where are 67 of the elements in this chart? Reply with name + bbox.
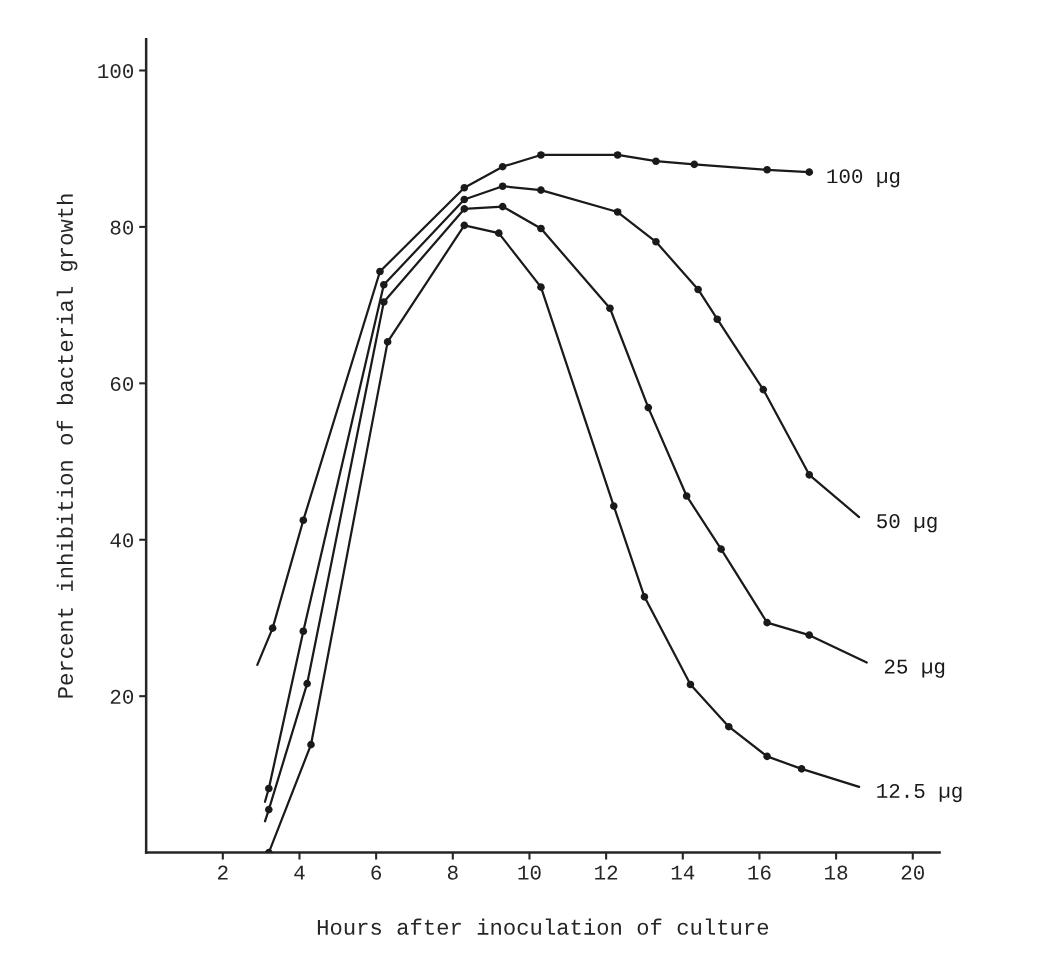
point [460,195,469,204]
point [759,385,768,394]
x-tick-label: 10 [518,865,541,880]
point [805,631,814,639]
point [694,285,702,294]
point [609,502,618,510]
point [380,280,388,289]
series-label: 50 µg [877,514,937,533]
x-tick-label: 14 [671,865,695,880]
point [644,403,653,412]
point [498,162,507,171]
y-tick-label: 60 [110,376,134,392]
point [763,166,771,174]
point [498,202,507,211]
point [265,784,273,793]
point [303,679,311,688]
point [613,151,622,159]
point [613,208,622,216]
y-tick-label: 80 [110,220,134,235]
point [265,805,273,814]
series-label: 12.5 µg [877,783,962,803]
point [307,740,315,749]
point [763,752,771,761]
series-label: 25 µg [884,659,945,678]
point [495,229,503,237]
point [682,492,691,500]
point [652,237,660,246]
point [713,315,722,323]
series-label: 100 µg [827,169,900,188]
x-tick-label: 4 [294,865,305,880]
y-tick-label: 40 [110,533,134,548]
point [537,283,545,291]
point [724,722,733,731]
point [652,157,660,166]
x-tick-label: 8 [447,865,458,880]
point [686,680,695,689]
point [299,627,308,636]
point [383,338,392,346]
point [299,516,308,525]
point [380,298,388,306]
x-axis-title: Hours after inoculation of culture [317,918,769,935]
y-tick-label: 20 [110,689,134,704]
point [268,624,277,632]
point [805,471,814,479]
point [376,267,384,276]
y-axis-title: Percent inhibition of bacterial growth [56,194,78,698]
point [460,184,469,192]
x-tick-label: 2 [218,865,228,880]
point [606,304,614,313]
point [690,160,699,169]
point [537,186,545,194]
point [797,765,806,773]
x-tick-label: 20 [901,865,924,880]
point [717,545,725,553]
x-tick-label: 18 [825,865,848,880]
x-tick-label: 6 [371,865,382,880]
point [460,205,469,213]
point [805,168,814,176]
point [537,224,545,233]
y-tick-label: 100 [98,64,134,79]
point [763,618,771,627]
point [460,221,469,230]
x-tick-label: 16 [748,865,771,880]
point [537,151,545,159]
point [498,182,507,191]
x-tick-label: 12 [595,865,618,880]
point [640,593,649,601]
